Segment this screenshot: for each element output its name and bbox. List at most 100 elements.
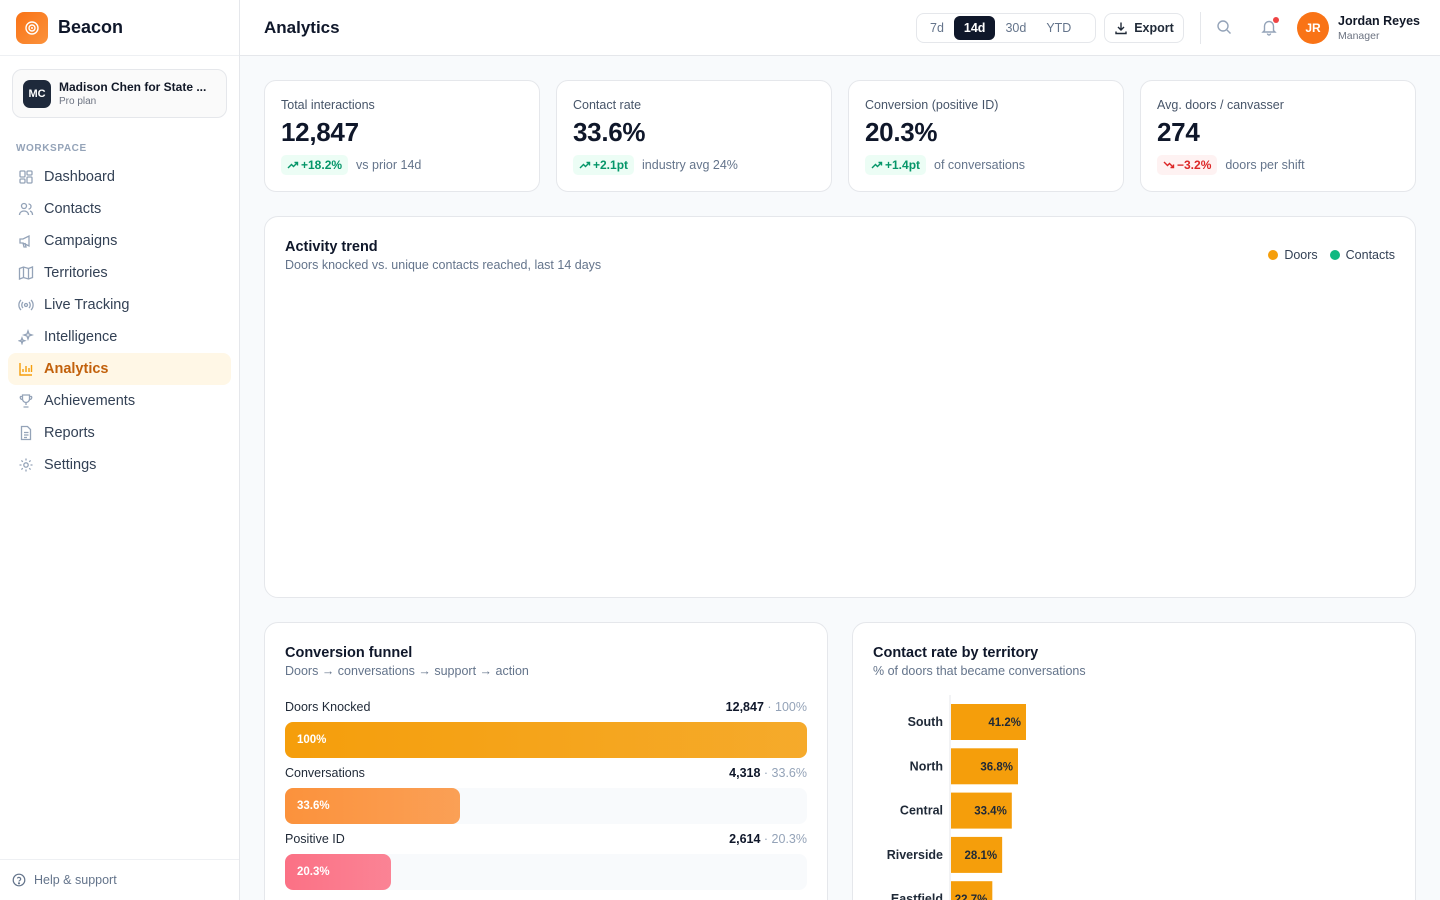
help-circle-icon <box>12 873 26 887</box>
card-subtitle: Doors knocked vs. unique contacts reache… <box>285 258 602 272</box>
trend-down-icon <box>1163 160 1175 170</box>
funnel-stage-label: Doors Knocked <box>285 700 371 714</box>
date-range-toggle: 7d 14d 30d YTD <box>916 13 1096 43</box>
sidebar-item-intelligence[interactable]: Intelligence <box>8 321 231 353</box>
funnel-stage: Positive ID 2,614 · 20.3% 20.3% <box>285 832 807 890</box>
card-subtitle: % of doors that became conversations <box>873 664 1086 678</box>
funnel-stage-count: 2,614 · 20.3% <box>729 832 807 846</box>
kpi-card-avg-doors: Avg. doors / canvasser 274 −3.2% doors p… <box>1140 80 1416 192</box>
territory-bar-eastfield[interactable] <box>951 881 993 900</box>
gear-icon <box>18 457 34 473</box>
territory-bar-central[interactable] <box>951 792 1012 829</box>
sidebar-item-label: Settings <box>44 457 97 473</box>
range-ytd-button[interactable]: YTD <box>1046 21 1072 35</box>
kpi-delta-badge: +1.4pt <box>865 155 927 175</box>
help-support-link[interactable]: Help & support <box>0 859 239 900</box>
kpi-delta-badge: +18.2% <box>281 155 349 175</box>
chart-legend: Doors Contacts <box>1256 248 1395 262</box>
card-subtitle: Doors → conversations → support → action <box>285 664 529 678</box>
bar-chart-icon <box>18 361 34 377</box>
trend-up-icon <box>287 160 299 170</box>
export-label: Export <box>1134 21 1174 35</box>
megaphone-icon <box>18 233 34 249</box>
dashboard-icon <box>18 169 34 185</box>
range-30d-button[interactable]: 30d <box>1005 21 1027 35</box>
sidebar-item-label: Contacts <box>44 201 102 217</box>
users-icon <box>18 201 34 217</box>
sidebar-item-live-tracking[interactable]: Live Tracking <box>8 289 231 321</box>
territory-bar-south[interactable] <box>951 704 1026 740</box>
sidebar-item-dashboard[interactable]: Dashboard <box>8 161 231 193</box>
kpi-label: Total interactions <box>281 98 375 112</box>
sidebar-item-label: Live Tracking <box>44 297 130 313</box>
sidebar-item-campaigns[interactable]: Campaigns <box>8 225 231 257</box>
conversion-funnel-card: Conversion funnel Doors → conversations … <box>264 622 828 900</box>
funnel-bar-track: 20.3% <box>285 854 807 890</box>
territory-bar-riverside[interactable] <box>951 836 1003 873</box>
funnel-bar-track: 33.6% <box>285 788 807 824</box>
territory-value-label: 33.4% <box>974 806 1007 818</box>
territory-value-label: 22.7% <box>955 894 988 900</box>
range-7d-button[interactable]: 7d <box>930 21 944 35</box>
export-button[interactable]: Export <box>1104 13 1184 43</box>
territory-tick-label: Eastfield <box>891 892 943 900</box>
kpi-label: Contact rate <box>573 98 642 112</box>
page-title: Analytics <box>264 18 340 37</box>
user-role: Manager <box>1338 30 1380 42</box>
range-14d-button[interactable]: 14d <box>953 16 996 40</box>
file-icon <box>18 425 34 441</box>
kpi-value: 274 <box>1157 117 1200 147</box>
territory-bar-chart: South 41.2% North 36.8% Central 33.4% Riversid… <box>887 695 1026 900</box>
sidebar-item-analytics[interactable]: Analytics <box>8 353 231 385</box>
trend-chart-area <box>285 287 1395 577</box>
brand[interactable]: Beacon <box>0 0 239 56</box>
sidebar-item-achievements[interactable]: Achievements <box>8 385 231 417</box>
sidebar-item-contacts[interactable]: Contacts <box>8 193 231 225</box>
search-icon[interactable] <box>1216 19 1232 35</box>
kpi-value: 12,847 <box>281 117 359 147</box>
user-avatar[interactable]: JR <box>1297 12 1329 44</box>
beacon-logo-icon <box>16 11 48 44</box>
kpi-delta-badge: −3.2% <box>1157 155 1218 175</box>
map-icon <box>18 265 34 281</box>
org-avatar: MC <box>23 79 51 108</box>
kpi-delta-badge: +2.1pt <box>573 155 635 175</box>
help-label: Help & support <box>34 873 117 887</box>
sidebar-item-territories[interactable]: Territories <box>8 257 231 289</box>
kpi-note: industry avg 24% <box>642 158 738 172</box>
sparkles-icon <box>18 329 34 345</box>
territory-bar-north[interactable] <box>951 748 1018 785</box>
sidebar-item-label: Campaigns <box>44 233 118 249</box>
sidebar-item-label: Analytics <box>44 361 109 377</box>
sidebar-item-label: Territories <box>44 265 108 281</box>
kpi-note: of conversations <box>934 158 1026 172</box>
territory-tick-label: North <box>910 759 943 773</box>
legend-item-doors: Doors <box>1268 248 1318 262</box>
territory-tick-label: Riverside <box>887 848 943 862</box>
sidebar-item-label: Intelligence <box>44 329 118 345</box>
sidebar-item-reports[interactable]: Reports <box>8 417 231 449</box>
kpi-note: vs prior 14d <box>356 158 422 172</box>
funnel-bar: 20.3% <box>285 854 391 890</box>
sidebar-item-settings[interactable]: Settings <box>8 449 231 481</box>
card-title: Activity trend <box>285 239 378 255</box>
territory-value-label: 28.1% <box>965 850 998 862</box>
sidebar-item-label: Reports <box>44 425 95 441</box>
org-plan: Pro plan <box>59 96 97 107</box>
kpi-note: doors per shift <box>1225 158 1305 172</box>
kpi-value: 33.6% <box>573 117 646 147</box>
territory-tick-label: Central <box>900 804 943 818</box>
funnel-stage-count: 4,318 · 33.6% <box>729 766 807 780</box>
org-switcher[interactable]: MC Madison Chen for State ... Pro plan <box>12 69 227 118</box>
workspace-label: WORKSPACE <box>16 143 87 154</box>
trend-up-icon <box>579 160 591 170</box>
territory-tick-label: South <box>908 715 943 729</box>
bell-icon[interactable] <box>1260 18 1278 36</box>
org-name: Madison Chen for State ... <box>59 80 207 94</box>
funnel-stage-label: Conversations <box>285 766 365 780</box>
user-name[interactable]: Jordan Reyes <box>1338 14 1420 28</box>
notification-dot <box>1273 17 1279 23</box>
brand-name: Beacon <box>58 17 124 37</box>
kpi-label: Conversion (positive ID) <box>865 98 999 112</box>
sidebar-item-label: Achievements <box>44 393 136 409</box>
